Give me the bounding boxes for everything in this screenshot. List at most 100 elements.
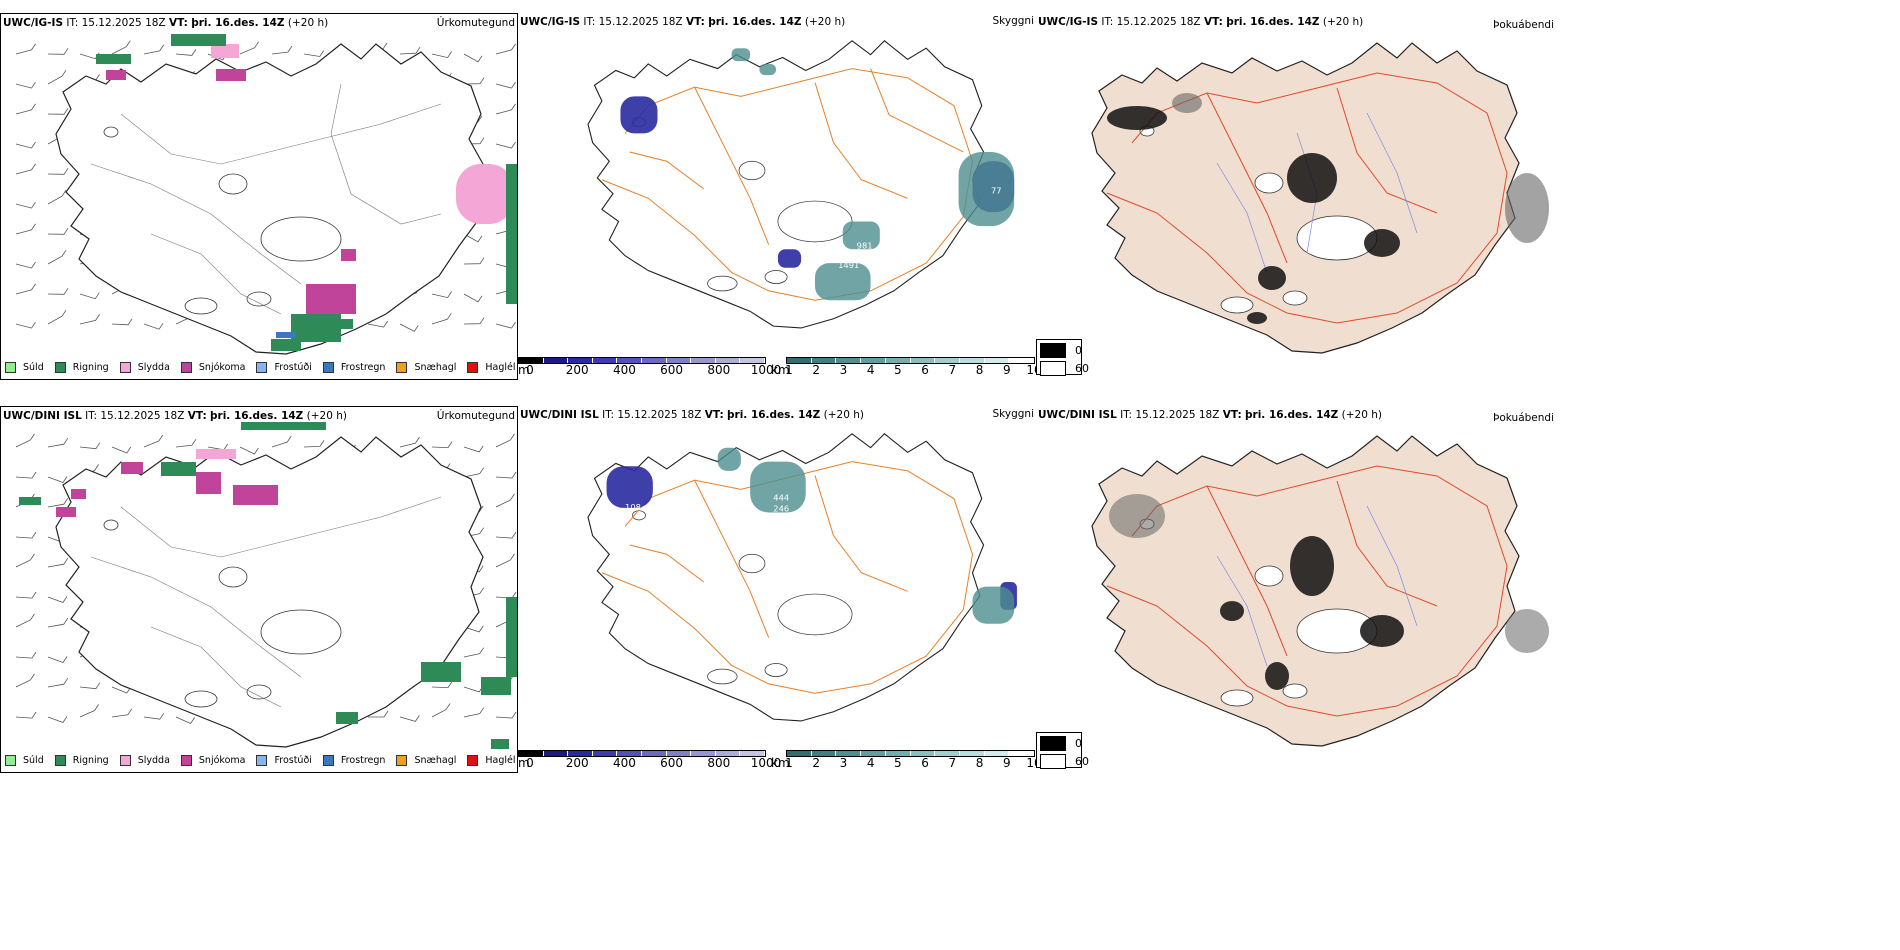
colorbar-segment	[910, 751, 936, 756]
legend-swatch	[256, 755, 268, 766]
wind-barb	[47, 497, 69, 508]
wind-barb	[15, 201, 36, 209]
legend-item: Snæhagl	[396, 362, 456, 373]
freezing-rain-area	[276, 332, 296, 338]
wind-barb	[15, 711, 37, 719]
legend-item: Súld	[5, 755, 44, 766]
colorbar-segment	[519, 751, 544, 756]
iceland-coastline	[55, 43, 484, 355]
wind-barb	[47, 437, 69, 448]
wind-barb	[15, 261, 36, 269]
legend-label: Snjókoma	[198, 755, 246, 766]
panel-title: UWC/IG-IS IT: 15.12.2025 18Z VT: þri. 16…	[520, 16, 846, 28]
wind-barb	[15, 651, 37, 659]
rain-area	[96, 34, 517, 351]
iceland-coastline	[55, 436, 484, 748]
panel-type-label: Þokuábendi	[1493, 412, 1554, 424]
colorbar-segment	[691, 358, 716, 363]
colorbar-segment	[1009, 751, 1035, 756]
cloud-base-colorbar	[518, 357, 766, 364]
legend-item: Frostúði	[256, 755, 312, 766]
wind-barb	[175, 716, 195, 725]
legend-label: Snæhagl	[414, 362, 457, 373]
colorbar-tick: 6	[921, 756, 929, 770]
precip-map	[15, 34, 517, 355]
wind-barb	[47, 557, 69, 568]
fog-scale-items: 0 60	[1040, 343, 1089, 379]
colorbar-segment	[592, 751, 618, 756]
cloud-base-colorbar	[518, 750, 766, 757]
colorbar-tick: 400	[612, 363, 636, 377]
cloud-map: 77 108 444 246	[587, 433, 1017, 722]
fog-scale-swatch	[1040, 343, 1066, 358]
fog-scale-item: 0	[1040, 736, 1089, 751]
legend-swatch	[180, 755, 192, 766]
legend-label: Snjókoma	[198, 362, 246, 373]
legend-swatch	[322, 362, 334, 373]
legend-swatch	[256, 362, 268, 373]
wind-barb	[463, 467, 485, 478]
colorbar-tick: 0	[526, 363, 534, 377]
panel-type-label: Þokuábendi	[1493, 19, 1554, 31]
precip-type-panel-1: UWC/IG-IS IT: 15.12.2025 18Z VT: þri. 16…	[0, 13, 518, 380]
cloud-map: 77 981 1491	[587, 40, 1015, 329]
wind-barb	[463, 647, 485, 658]
visibility-unit: km	[771, 756, 790, 770]
road-network	[1106, 72, 1508, 324]
wind-barb	[47, 108, 69, 115]
low-visibility-areas	[717, 447, 1015, 624]
wind-barb	[15, 591, 37, 599]
wind-barb	[368, 710, 389, 718]
legend-item: Haglél	[467, 755, 516, 766]
colorbar-segment	[740, 358, 765, 363]
fog-map	[1091, 42, 1549, 354]
wind-barb	[463, 317, 485, 325]
wind-barb	[47, 656, 68, 663]
wind-barb	[495, 433, 515, 448]
wind-barb	[47, 617, 69, 628]
wind-barb	[495, 493, 515, 508]
cloud-base-unit: m	[518, 756, 530, 770]
fog-scale-swatch	[1040, 754, 1066, 769]
precip-legend: Súld Rigning Slydda Snjókoma Frostúði Frostre…	[5, 755, 517, 766]
colorbar-tick: 800	[707, 756, 731, 770]
wind-barb	[399, 436, 420, 448]
value-label: 246	[773, 504, 789, 514]
wind-barb	[15, 103, 36, 115]
cloud-visibility-panel-2: UWC/DINI ISL IT: 15.12.2025 18Z VT: þri.…	[518, 406, 1036, 773]
wind-barb	[143, 44, 165, 55]
fog-scale-items: 0 60	[1040, 736, 1089, 772]
colorbar-segment	[861, 751, 886, 756]
low-visibility-areas	[731, 48, 1015, 301]
legend-item: Slydda	[119, 755, 170, 766]
colorbar-tick: 200	[565, 756, 589, 770]
legend-label: Slydda	[137, 755, 170, 766]
fog-scale-item: 60	[1040, 754, 1089, 769]
legend-label: Haglél	[485, 755, 516, 766]
legend-swatch	[467, 755, 479, 766]
legend-item: Frostregn	[322, 755, 385, 766]
wind-barb	[431, 313, 452, 325]
wind-barb	[431, 291, 452, 299]
legend-item: Snjókoma	[180, 362, 246, 373]
colorbar-segment	[641, 751, 667, 756]
fog-scale-label: 0	[1075, 344, 1082, 357]
wind-barb	[15, 471, 37, 479]
legend-swatch	[322, 755, 334, 766]
colorbar-tick: 600	[660, 756, 684, 770]
colorbar-tick: 7	[948, 756, 957, 770]
wind-barb	[495, 141, 516, 149]
colorbar-tick: 1000	[750, 363, 782, 377]
colorbar-segment	[691, 751, 716, 756]
visibility-unit: km	[771, 363, 790, 377]
colorbar-tick: 5	[894, 756, 902, 770]
colorbar-tick: 3	[839, 363, 848, 377]
wind-barb	[47, 48, 69, 55]
road-network	[1106, 465, 1508, 717]
colorbar-segment	[592, 358, 618, 363]
wind-barb	[47, 309, 67, 325]
fog-scale-label: 0	[1075, 737, 1082, 750]
wind-barb	[495, 321, 516, 329]
colorbar-segment	[715, 751, 741, 756]
colorbar-tick: 1	[785, 363, 793, 377]
